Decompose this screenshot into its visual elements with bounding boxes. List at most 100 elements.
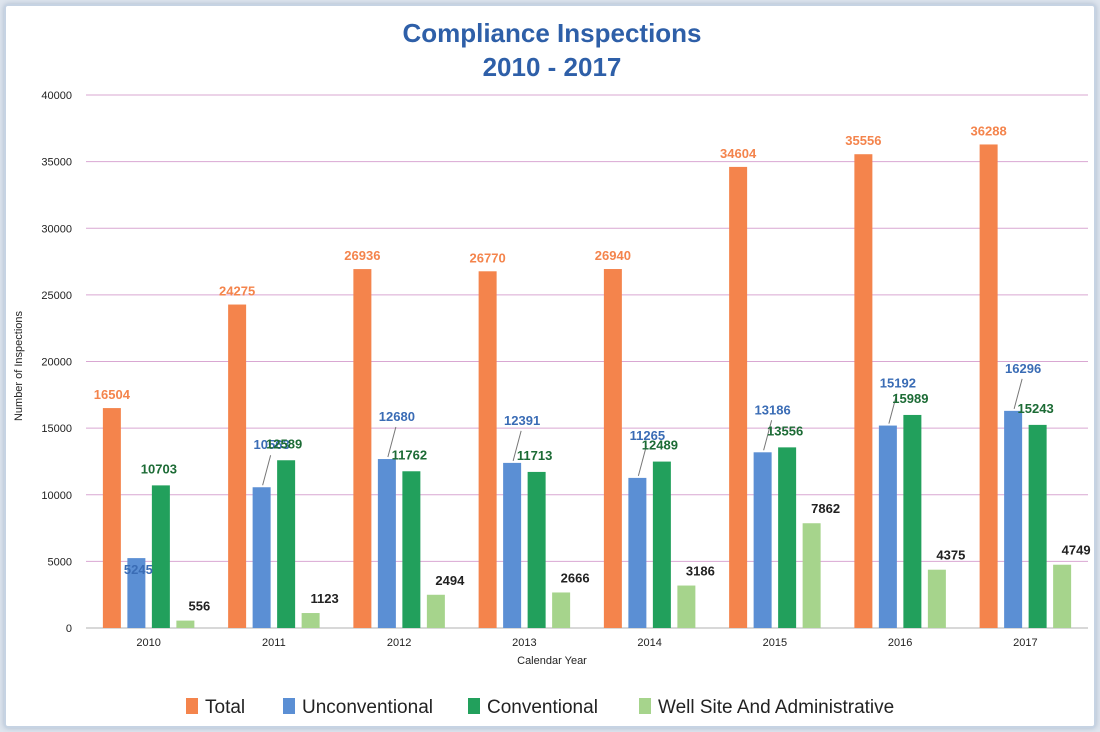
bar-well-site-and-administrative [301,613,320,628]
data-label: 5245 [124,562,153,577]
leader-line [262,455,272,486]
data-label: 24275 [219,284,255,299]
x-tick-label: 2017 [1013,637,1037,649]
bar-unconventional [377,459,396,628]
chart-frame: Compliance Inspections 2010 - 2017 0 5000… [4,4,1096,728]
data-label: 10703 [141,461,177,476]
legend-label: Conventional [487,697,598,718]
data-label: 11713 [517,448,552,463]
bar-unconventional [753,452,772,628]
y-tick-label: 25000 [41,290,72,302]
leader-line [888,393,898,424]
data-label: 12680 [379,409,415,424]
data-label: 16296 [1005,361,1041,376]
x-tick-label: 2016 [888,637,912,649]
y-axis-label: Number of Inspections [13,310,25,421]
bar-well-site-and-administrative [426,594,445,628]
y-tick-label: 10000 [41,490,72,502]
x-axis-label: Calendar Year [517,655,587,667]
legend: Total Unconventional Conventional Well Site… [186,697,894,718]
bar-unconventional [628,477,647,628]
data-label: 11265 [630,428,665,443]
y-tick-label: 15000 [41,423,72,435]
data-label: 11762 [392,447,427,462]
y-tick-label: 40000 [41,90,72,102]
bar-total [228,304,247,628]
data-label: 12489 [642,438,678,453]
data-label: 36288 [971,123,1007,138]
bar-conventional [151,485,170,628]
legend-swatch [639,698,651,714]
bar-unconventional [878,425,897,628]
bar-unconventional [127,558,146,628]
bar-well-site-and-administrative [927,569,946,628]
bar-well-site-and-administrative [552,592,571,628]
leader-line [387,426,397,458]
bar-well-site-and-administrative [677,585,696,628]
bar-total [478,271,497,628]
data-label: 4749 [1062,543,1091,558]
bar-well-site-and-administrative [802,523,821,628]
legend-label: Total [205,697,245,718]
data-label: 2494 [435,573,465,588]
bar-conventional [527,471,546,628]
data-label: 26936 [344,248,380,263]
bar-conventional [652,461,671,628]
bars [102,144,1072,628]
legend-swatch [283,698,295,714]
leader-line [763,420,773,451]
y-axis-ticks: 0 5000 10000 15000 20000 25000 30000 35000 40000 [41,90,72,635]
data-label: 15243 [1018,401,1054,416]
bar-conventional [903,414,922,628]
data-label: 16504 [94,387,131,402]
data-label: 12391 [504,413,540,428]
data-label: 12589 [266,436,302,451]
data-label: 4375 [936,548,965,563]
bar-unconventional [252,487,271,628]
data-label: 35556 [845,133,881,148]
leader-line [512,430,522,462]
bar-conventional [1028,424,1047,628]
x-tick-label: 2014 [637,637,661,649]
bar-well-site-and-administrative [176,620,195,628]
bar-total [979,144,998,628]
chart-svg: Compliance Inspections 2010 - 2017 0 5000… [13,18,1091,718]
y-tick-label: 30000 [41,223,72,235]
y-tick-label: 5000 [48,556,72,568]
leader-line [637,445,647,477]
bar-total [353,269,372,628]
data-label: 34604 [720,146,757,161]
chart-title: Compliance Inspections [402,18,701,48]
bar-unconventional [503,462,522,628]
data-label: 7862 [811,501,840,516]
legend-label: Well Site And Administrative [658,697,894,718]
legend-label: Unconventional [302,697,433,718]
data-label: 556 [189,599,211,614]
bar-unconventional [1004,410,1023,628]
data-label: 26770 [470,250,506,265]
data-label: 1123 [311,591,339,606]
bar-conventional [277,460,296,628]
x-tick-label: 2015 [763,637,787,649]
bar-total [102,408,121,628]
legend-swatch [186,698,198,714]
bar-conventional [778,447,797,628]
data-label: 13556 [767,423,803,438]
bar-total [729,166,748,628]
bar-well-site-and-administrative [1053,564,1072,628]
bar-total [854,154,873,628]
leader-lines [262,378,1023,486]
data-label: 2666 [561,570,590,585]
data-label: 26940 [595,248,631,263]
x-tick-label: 2012 [387,637,411,649]
bar-conventional [402,471,421,628]
data-label: 10563 [254,437,290,452]
data-label: 15989 [892,391,928,406]
y-tick-label: 35000 [41,157,72,169]
y-tick-label: 20000 [41,357,72,369]
x-tick-label: 2010 [136,637,160,649]
data-label: 15192 [880,376,916,391]
data-label: 3186 [686,564,715,579]
bar-total [603,269,622,628]
